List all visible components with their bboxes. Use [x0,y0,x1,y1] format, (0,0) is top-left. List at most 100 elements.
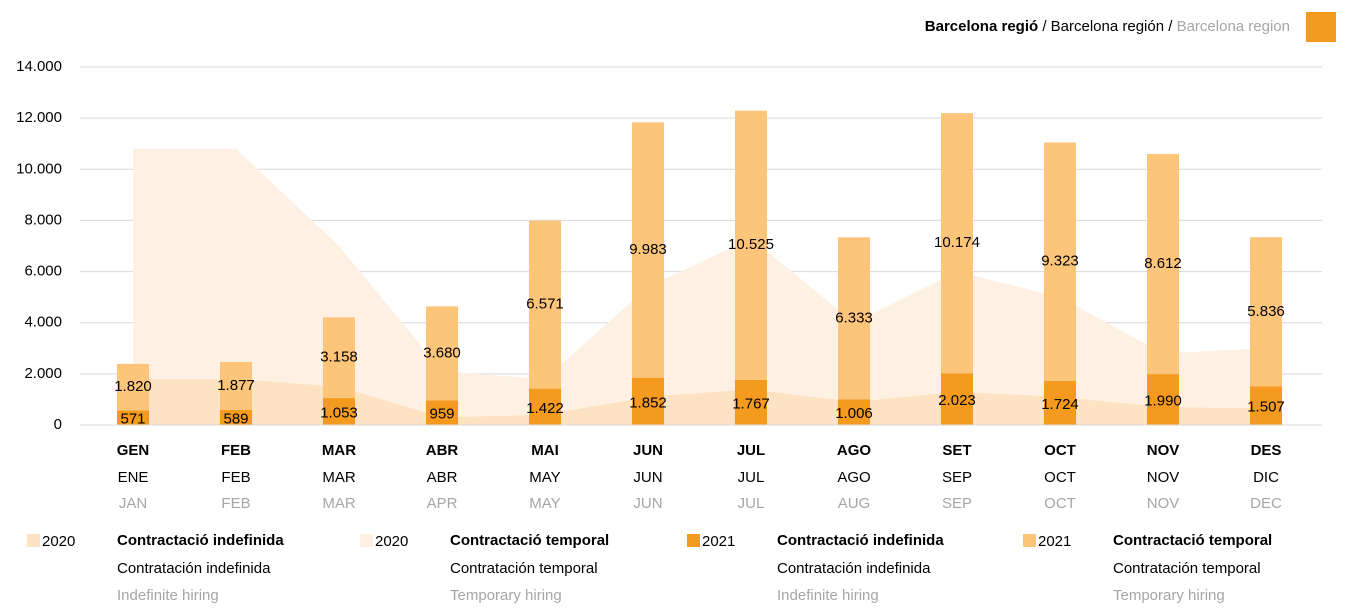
x-tick-label-es: JUL [738,469,765,486]
bar [1250,386,1282,425]
x-tick-label: MAR [322,442,356,459]
x-tick-label-es: ABR [427,469,458,486]
legend-label: Contratación indefinida [777,560,931,577]
data-label: 1.006 [835,405,873,422]
x-tick-label-en: MAR [322,495,356,512]
x-tick-label-es: OCT [1044,469,1076,486]
bar [426,400,458,425]
legend-label: Contractació temporal [1113,532,1272,549]
x-tick-label-es: FEB [221,469,250,486]
legend-label: Temporary hiring [1113,587,1225,604]
x-tick-label: NOV [1147,442,1180,459]
x-tick-label: ABR [426,442,459,459]
data-label: 10.174 [934,234,980,251]
bar [220,361,252,410]
area [133,148,1266,426]
x-tick-label-es: AGO [837,469,870,486]
x-tick-label-en: DEC [1250,495,1282,512]
x-tick-label-en: AUG [838,495,871,512]
legend-year: 2020 [375,533,408,550]
bar [529,220,561,389]
bar [1044,380,1076,425]
bar [220,409,252,425]
legend-label: Contractació temporal [450,532,609,549]
y-tick-label: 2.000 [24,365,62,382]
bar [1044,142,1076,381]
title-es: / Barcelona región / [1038,18,1176,35]
x-tick-label: JUN [633,442,663,459]
data-label: 3.158 [320,349,358,366]
bar [117,363,149,411]
bar [323,317,355,399]
legend-label: Indefinite hiring [117,587,219,604]
bar [1147,374,1179,425]
data-label: 1.767 [732,395,770,412]
legend-year: 2020 [42,533,75,550]
legend-label: Contratación indefinida [117,560,271,577]
data-label: 1.820 [114,378,152,395]
x-tick-label: DES [1251,442,1282,459]
data-label: 1.990 [1144,393,1182,410]
data-label: 2.023 [938,392,976,409]
legend-year: 2021 [1038,533,1071,550]
data-label: 571 [120,411,145,428]
x-tick-label-en: MAY [529,495,560,512]
data-label: 1.724 [1041,396,1079,413]
y-tick-label: 14.000 [16,58,62,75]
x-tick-label-en: JAN [119,495,147,512]
x-tick-label-en: SEP [942,495,972,512]
bar [941,373,973,425]
legend-label: Temporary hiring [450,587,562,604]
x-tick-label-es: NOV [1147,469,1180,486]
x-tick-label-en: OCT [1044,495,1076,512]
bar [838,237,870,400]
bar [735,110,767,380]
y-tick-label: 4.000 [24,314,62,331]
data-label: 9.323 [1041,253,1079,270]
x-tick-label-es: SEP [942,469,972,486]
x-tick-label: MAI [531,442,559,459]
bar [838,399,870,425]
title-ca: Barcelona regió [925,18,1038,35]
y-tick-label: 6.000 [24,263,62,280]
x-tick-label: OCT [1044,442,1076,459]
legend-label: Contractació indefinida [777,532,944,549]
y-tick-label: 8.000 [24,211,62,228]
data-label: 8.612 [1144,255,1182,272]
x-tick-label-en: JUL [738,495,765,512]
x-tick-label: FEB [221,442,251,459]
legend-label: Indefinite hiring [777,587,879,604]
bar [1250,237,1282,387]
x-tick-label-en: JUN [633,495,662,512]
bar [117,410,149,425]
area [133,378,1266,425]
legend-swatch [1023,534,1036,547]
bar [632,377,664,425]
data-label: 1.877 [217,377,255,394]
x-tick-label-en: APR [427,495,458,512]
x-tick-label: SET [942,442,971,459]
y-tick-label: 10.000 [16,160,62,177]
bar [426,306,458,401]
x-tick-label-en: FEB [221,495,250,512]
legend-swatch [687,534,700,547]
x-tick-label-en: NOV [1147,495,1180,512]
x-tick-label: JUL [737,442,765,459]
legend-label: Contractació indefinida [117,532,284,549]
chart-title: Barcelona regió / Barcelona región / Bar… [925,18,1290,35]
legend-year: 2021 [702,533,735,550]
x-tick-label-es: MAY [529,469,560,486]
x-tick-label-es: MAR [322,469,356,486]
bar [735,379,767,425]
legend-label: Contratación temporal [450,560,598,577]
legend-swatch [27,534,40,547]
title-en: Barcelona region [1177,18,1290,35]
bar [529,388,561,425]
legend-swatch [360,534,373,547]
data-label: 589 [223,410,248,427]
data-label: 1.852 [629,394,667,411]
data-label: 1.422 [526,400,564,417]
data-label: 3.680 [423,344,461,361]
legend-label: Contratación temporal [1113,560,1261,577]
